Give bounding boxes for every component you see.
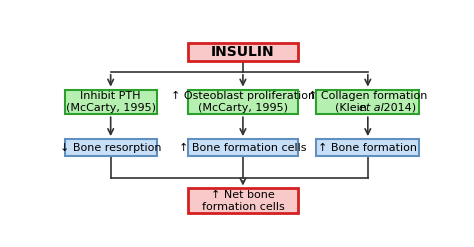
Text: Inhibit PTH
(McCarty, 1995): Inhibit PTH (McCarty, 1995) [66, 91, 155, 113]
Text: ↑ Osteoblast proliferation
(McCarty, 1995): ↑ Osteoblast proliferation (McCarty, 199… [171, 91, 315, 113]
FancyBboxPatch shape [65, 139, 156, 156]
FancyBboxPatch shape [316, 90, 419, 114]
FancyBboxPatch shape [65, 90, 156, 114]
Text: (Klein: (Klein [335, 103, 370, 113]
Text: ↓ Bone resorption: ↓ Bone resorption [60, 143, 162, 153]
Text: ↑ Bone formation cells: ↑ Bone formation cells [179, 143, 307, 153]
Text: INSULIN: INSULIN [211, 45, 275, 60]
Text: et al.: et al. [359, 103, 387, 113]
Text: ↑ Bone formation: ↑ Bone formation [319, 143, 417, 153]
FancyBboxPatch shape [188, 90, 298, 114]
FancyBboxPatch shape [188, 43, 298, 62]
Text: 2014): 2014) [380, 103, 416, 113]
Text: (Klein et al. 2014): (Klein et al. 2014) [318, 103, 418, 113]
Text: ↑ Net bone
formation cells: ↑ Net bone formation cells [201, 190, 284, 212]
FancyBboxPatch shape [188, 188, 298, 213]
FancyBboxPatch shape [188, 139, 298, 156]
Text: ↑ Collagen formation: ↑ Collagen formation [308, 91, 428, 101]
FancyBboxPatch shape [316, 139, 419, 156]
